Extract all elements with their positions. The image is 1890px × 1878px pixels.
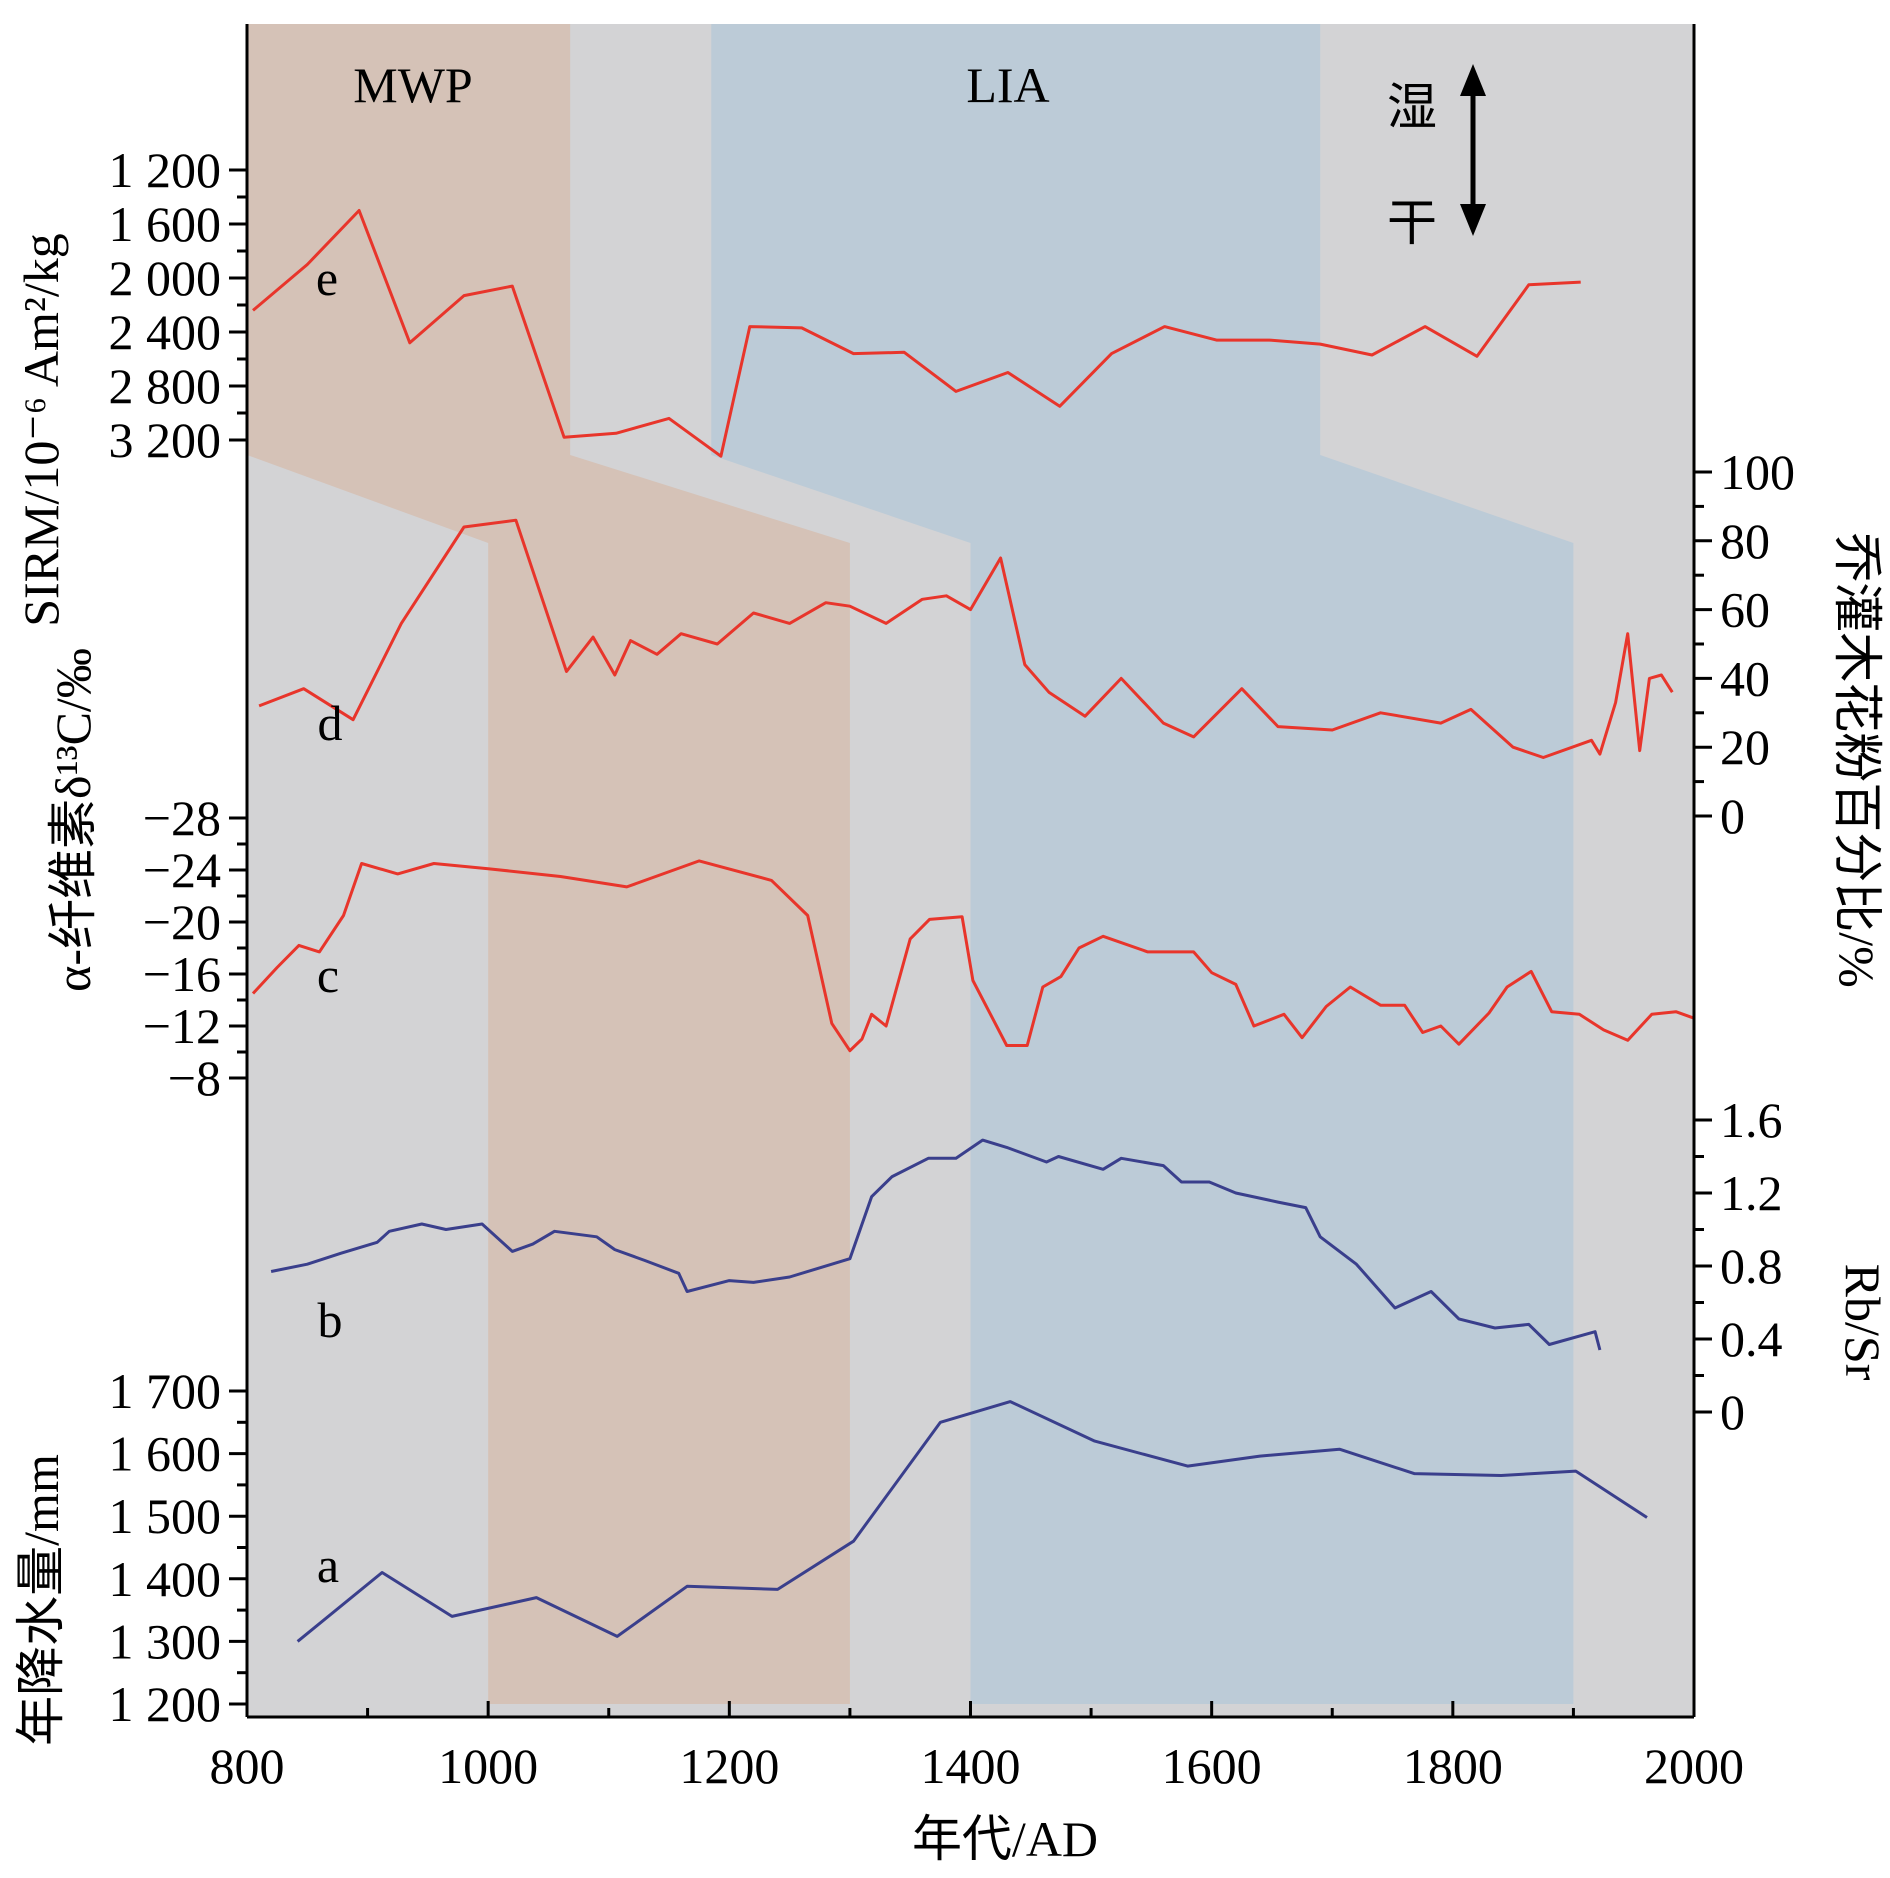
curve-label-b: b	[318, 1292, 343, 1348]
y-tick-label-e: 3 200	[109, 412, 222, 468]
y-tick-label-b: 1.2	[1720, 1165, 1783, 1221]
y-tick-label-c: −28	[143, 790, 221, 846]
y-tick-label-a: 1 700	[109, 1363, 222, 1419]
axis-title-c: α-纤维素δ¹³C/‰	[45, 648, 101, 992]
y-tick-label-d: 0	[1720, 788, 1745, 844]
axis-title-d: 乔灌木花粉百分比/%	[1829, 532, 1885, 988]
y-tick-label-c: −16	[143, 946, 221, 1002]
x-tick-label: 1200	[679, 1738, 779, 1794]
x-tick-label: 1400	[921, 1738, 1021, 1794]
curve-label-a: a	[317, 1537, 339, 1593]
double-arrow-icon	[1460, 64, 1486, 236]
x-tick-label: 2000	[1644, 1738, 1744, 1794]
y-tick-label-b: 1.6	[1720, 1092, 1783, 1148]
y-tick-label-b: 0.4	[1720, 1311, 1783, 1367]
axis-title-a: 年降水量/mm	[13, 1454, 69, 1746]
dry-label: 干	[1387, 195, 1437, 251]
curve-label-e: e	[316, 250, 338, 306]
y-tick-label-b: 0.8	[1720, 1238, 1783, 1294]
series-line-d	[258, 518, 1674, 759]
series-line-a	[296, 1400, 1648, 1643]
x-tick-label: 1600	[1162, 1738, 1262, 1794]
axis-title-e: SIRM/10⁻⁶ Am²/kg	[13, 233, 69, 627]
x-tick-label: 1000	[438, 1738, 538, 1794]
moisture-indicator: 湿 干	[1387, 64, 1486, 251]
y-tick-label-e: 2 000	[109, 250, 222, 306]
y-tick-label-c: −8	[168, 1050, 221, 1106]
lia-band-label: LIA	[966, 57, 1049, 113]
mwp-band-label: MWP	[353, 57, 472, 113]
y-tick-label-e: 1 600	[109, 196, 222, 252]
interval-band-mwp	[247, 24, 850, 1704]
y-tick-label-e: 2 800	[109, 358, 222, 414]
y-tick-label-e: 2 400	[109, 304, 222, 360]
y-tick-label-b: 0	[1720, 1384, 1745, 1440]
y-tick-label-a: 1 500	[109, 1488, 222, 1544]
background-bands	[247, 24, 1694, 1717]
x-tick-label: 800	[210, 1738, 285, 1794]
y-tick-label-d: 40	[1720, 650, 1770, 706]
y-tick-label-d: 80	[1720, 513, 1770, 569]
data-curves	[251, 209, 1695, 1643]
y-tick-label-a: 1 400	[109, 1551, 222, 1607]
y-tick-label-a: 1 300	[109, 1613, 222, 1669]
y-tick-label-c: −20	[143, 894, 221, 950]
curve-label-d: d	[318, 695, 343, 751]
curve-label-c: c	[317, 947, 339, 1003]
y-tick-label-e: 1 200	[109, 142, 222, 198]
y-tick-label-a: 1 600	[109, 1426, 222, 1482]
interval-band-lia	[711, 24, 1574, 1704]
y-tick-label-d: 60	[1720, 582, 1770, 638]
axis-title-b: Rb/Sr	[1835, 1264, 1890, 1381]
wet-label: 湿	[1387, 79, 1437, 135]
series-line-b	[270, 1138, 1602, 1351]
y-tick-label-c: −12	[143, 998, 221, 1054]
x-axis-title: 年代/AD	[912, 1811, 1098, 1867]
y-tick-label-a: 1 200	[109, 1676, 222, 1732]
y-tick-label-c: −24	[143, 842, 221, 898]
y-tick-label-d: 100	[1720, 444, 1795, 500]
x-tick-label: 1800	[1403, 1738, 1503, 1794]
y-tick-label-d: 20	[1720, 719, 1770, 775]
